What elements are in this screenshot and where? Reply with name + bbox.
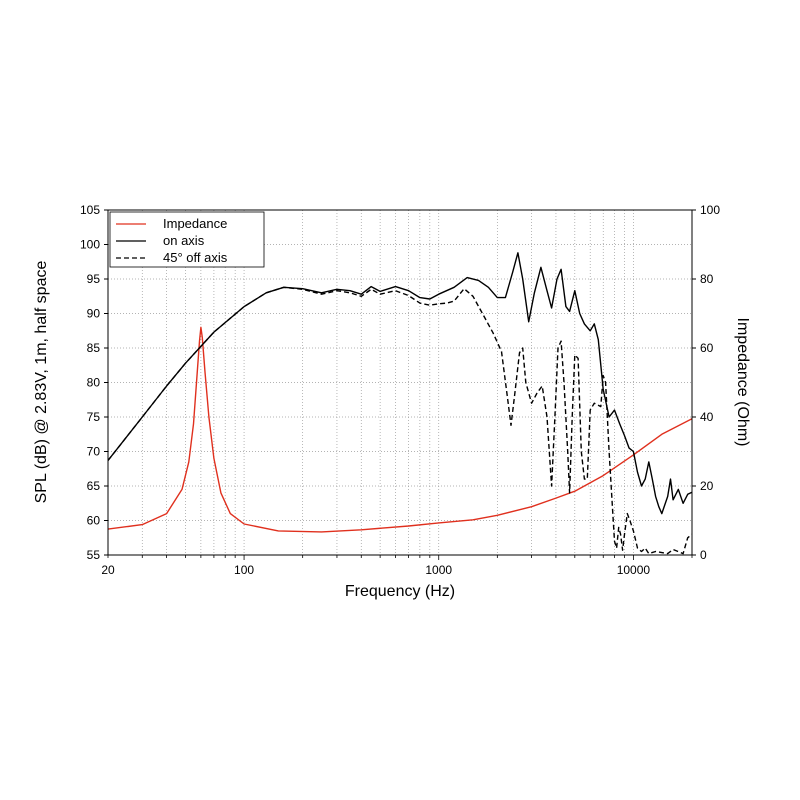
y-left-tick-label: 60 <box>87 514 101 528</box>
y-right-tick-label: 60 <box>700 341 714 355</box>
legend-label-on-axis: on axis <box>163 233 205 248</box>
x-axis-label: Frequency (Hz) <box>345 583 455 600</box>
y-right-tick-label: 100 <box>700 203 720 217</box>
y-right-ticks: 0 20 40 60 80 100 <box>692 203 720 562</box>
legend-label-impedance: Impedance <box>163 216 227 231</box>
y-right-tick-label: 20 <box>700 479 714 493</box>
x-tick-label: 20 <box>101 563 115 577</box>
y-left-tick-label: 105 <box>80 203 100 217</box>
y-left-axis-label: SPL (dB) @ 2.83V, 1m, half space <box>33 261 50 504</box>
y-left-tick-label: 70 <box>87 445 101 459</box>
x-ticks: 20 100 1000 10000 <box>101 555 693 577</box>
y-left-tick-label: 65 <box>87 479 101 493</box>
y-right-axis-label: Impedance (Ohm) <box>734 318 751 447</box>
y-left-ticks: 55 60 65 70 75 80 85 90 95 100 105 <box>80 203 108 562</box>
grid <box>108 210 692 555</box>
series-line-on-axis <box>108 252 692 515</box>
series-line-impedance <box>108 326 692 533</box>
y-left-tick-label: 80 <box>87 376 101 390</box>
y-right-tick-label: 0 <box>700 548 707 562</box>
legend: Impedance on axis 45° off axis <box>109 211 265 268</box>
y-left-tick-label: 75 <box>87 410 101 424</box>
x-tick-label: 10000 <box>617 563 651 577</box>
legend-label-off-axis: 45° off axis <box>163 250 228 265</box>
y-left-tick-label: 90 <box>87 307 101 321</box>
y-left-tick-label: 55 <box>87 548 101 562</box>
y-left-tick-label: 85 <box>87 341 101 355</box>
y-right-tick-label: 80 <box>700 272 714 286</box>
x-tick-label: 1000 <box>425 563 452 577</box>
x-tick-label: 100 <box>234 563 254 577</box>
y-left-tick-label: 95 <box>87 272 101 286</box>
y-right-tick-label: 40 <box>700 410 714 424</box>
series-line-45-off-axis <box>108 286 692 555</box>
curves <box>108 252 692 555</box>
y-left-tick-label: 100 <box>80 238 100 252</box>
